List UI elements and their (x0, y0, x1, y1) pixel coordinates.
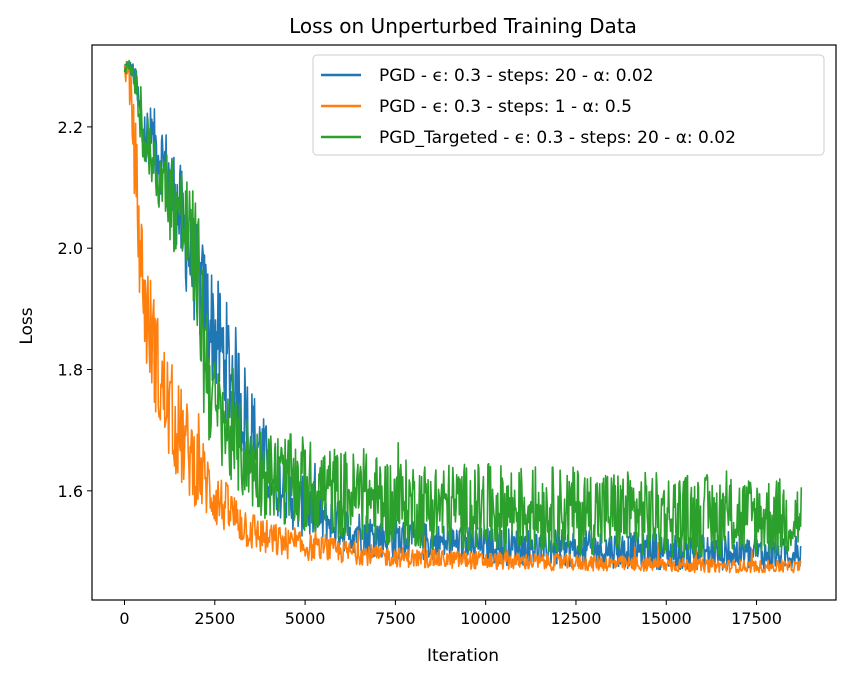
y-axis-label: Loss (17, 307, 37, 344)
legend-box (312, 54, 825, 156)
x-tick-label: 2500 (194, 609, 235, 628)
x-axis: 0 2500 5000 7500 10000 12500 15000 17500 (119, 600, 782, 628)
y-axis: 1.6 1.8 2.0 2.2 (58, 118, 92, 501)
x-tick-label: 12500 (551, 609, 602, 628)
legend-label: PGD_Targeted - ϵ: 0.3 - steps: 20 - α: 0… (379, 128, 736, 148)
y-tick-label: 1.8 (58, 361, 83, 380)
y-tick-label: 2.0 (58, 239, 83, 258)
series-line-2 (123, 59, 803, 558)
legend-label: PGD - ϵ: 0.3 - steps: 1 - α: 0.5 (379, 97, 632, 117)
chart-title: Loss on Unperturbed Training Data (289, 14, 637, 38)
axes-frame (91, 44, 837, 601)
x-tick-label: 15000 (641, 609, 692, 628)
x-axis-label: Iteration (427, 646, 499, 666)
legend-label: PGD - ϵ: 0.3 - steps: 20 - α: 0.02 (379, 66, 654, 86)
plot-area (123, 59, 803, 574)
x-tick-label: 5000 (285, 609, 326, 628)
series-line-1 (123, 60, 802, 574)
x-tick-label: 7500 (375, 609, 416, 628)
x-tick-label: 10000 (460, 609, 511, 628)
x-tick-label: 17500 (731, 609, 782, 628)
y-tick-label: 2.2 (58, 118, 83, 137)
y-tick-label: 1.6 (58, 482, 83, 501)
x-tick-label: 0 (119, 609, 129, 628)
legend: PGD - ϵ: 0.3 - steps: 20 - α: 0.02 PGD - … (312, 54, 825, 156)
